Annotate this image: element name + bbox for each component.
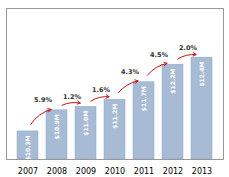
svg-text:$12.2M: $12.2M	[169, 69, 176, 94]
svg-text:2013: 2013	[192, 167, 212, 176]
svg-text:5.9%: 5.9%	[34, 96, 53, 104]
svg-text:$11.0M: $11.0M	[82, 111, 89, 136]
svg-text:2007: 2007	[18, 167, 38, 176]
svg-text:$10.3M: $10.3M	[24, 135, 31, 160]
svg-text:2008: 2008	[47, 167, 67, 176]
svg-text:2.0%: 2.0%	[179, 44, 198, 52]
svg-text:$11.7M: $11.7M	[140, 86, 147, 111]
svg-text:1.2%: 1.2%	[63, 93, 82, 101]
svg-text:2012: 2012	[163, 167, 183, 176]
svg-text:4.3%: 4.3%	[121, 68, 140, 76]
svg-text:4.5%: 4.5%	[150, 51, 169, 59]
svg-text:2010: 2010	[105, 167, 125, 176]
svg-text:$12.4M: $12.4M	[198, 62, 205, 87]
svg-text:1.6%: 1.6%	[92, 86, 111, 94]
svg-text:2011: 2011	[134, 167, 154, 176]
svg-text:$10.9M: $10.9M	[53, 114, 60, 139]
svg-text:2009: 2009	[76, 167, 96, 176]
svg-text:$11.2M: $11.2M	[111, 104, 118, 129]
